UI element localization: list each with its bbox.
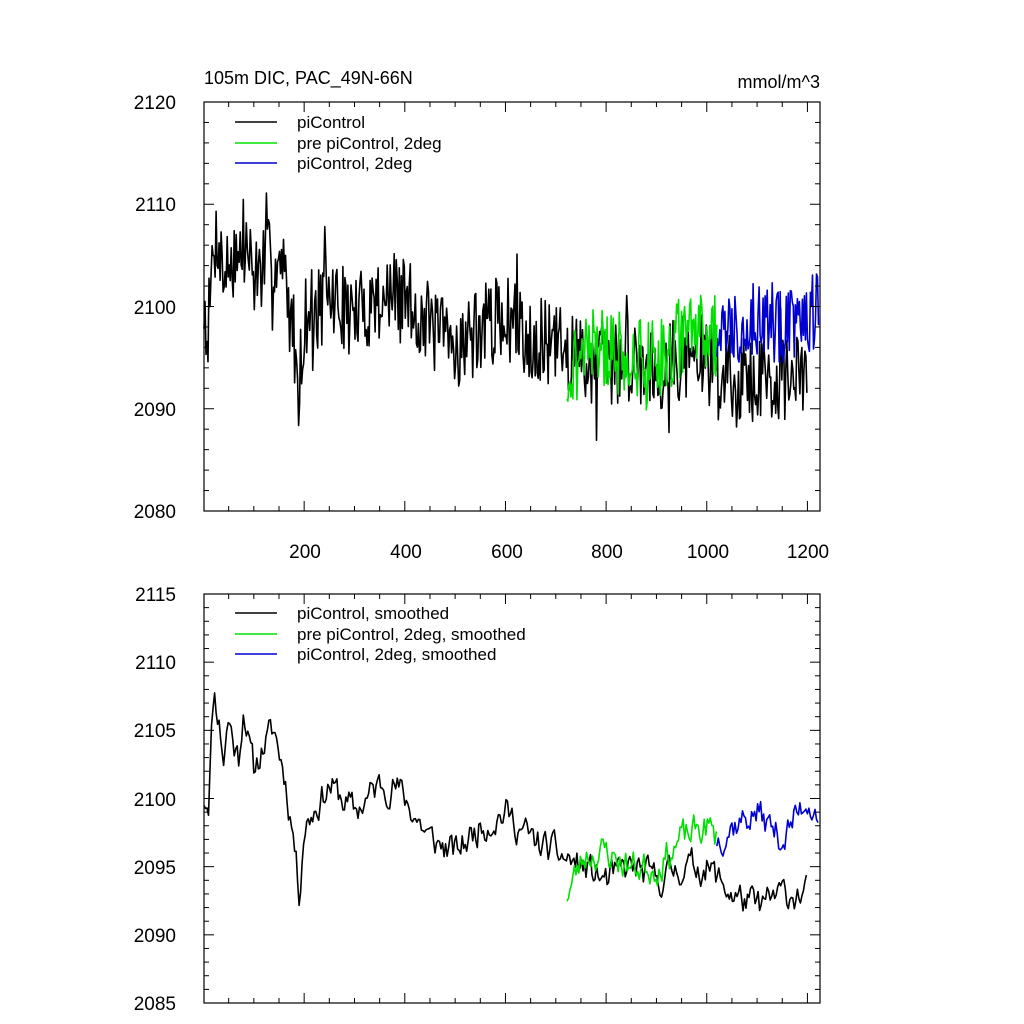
top-chart-title: 105m DIC, PAC_49N-66N — [204, 68, 413, 89]
legend-label: piControl, 2deg, smoothed — [297, 645, 496, 664]
bottom-y-tick-label: 2095 — [134, 858, 176, 879]
series-line-picontrol — [203, 192, 808, 442]
legend-label: piControl, 2deg — [297, 154, 412, 173]
top-series-lines — [203, 192, 820, 442]
series-line-pre-picontrol-2deg-smoothed — [566, 814, 718, 902]
top-x-tick-label: 1000 — [687, 542, 729, 563]
bottom-legend: piControl, smoothed pre piControl, 2deg,… — [235, 604, 526, 664]
bottom-y-tick-label: 2110 — [135, 653, 176, 674]
legend-label: piControl, smoothed — [297, 604, 449, 623]
bottom-y-tick-label: 2090 — [134, 926, 176, 947]
legend-label: pre piControl, 2deg — [297, 134, 442, 153]
series-line-picontrol-2deg-smoothed — [716, 800, 819, 857]
bottom-series-lines — [203, 692, 819, 912]
top-x-tick-label: 800 — [591, 542, 623, 563]
top-y-tick-label: 2080 — [134, 502, 176, 523]
bottom-y-tick-label: 2100 — [134, 790, 176, 811]
top-chart-units: mmol/m^3 — [738, 72, 820, 92]
legend-label: pre piControl, 2deg, smoothed — [297, 625, 526, 644]
bottom-y-tick-label: 2115 — [135, 585, 176, 606]
top-y-tick-label: 2110 — [135, 195, 176, 216]
top-legend: piControl pre piControl, 2deg piControl,… — [235, 113, 442, 173]
top-axis-ticks — [204, 101, 820, 512]
series-line-pre-picontrol-2deg — [566, 294, 718, 411]
bottom-axis-ticks — [204, 593, 820, 1004]
bottom-y-tick-label: 2085 — [134, 994, 176, 1015]
series-line-picontrol-2deg — [716, 273, 820, 364]
top-y-tick-label: 2090 — [134, 400, 176, 421]
bottom-panel: 2085 2090 2095 2100 2105 2110 2115 piCon… — [134, 585, 821, 1015]
top-x-tick-label: 1200 — [787, 542, 829, 563]
top-x-tick-label: 600 — [491, 542, 523, 563]
top-x-tick-label: 200 — [289, 542, 321, 563]
top-y-tick-label: 2120 — [134, 93, 176, 114]
legend-label: piControl — [297, 113, 365, 132]
top-y-tick-label: 2100 — [134, 298, 176, 319]
series-line-picontrol-smoothed — [203, 692, 808, 912]
top-panel: 105m DIC, PAC_49N-66N mmol/m^3 2080 2090… — [134, 68, 829, 563]
bottom-y-tick-label: 2105 — [134, 721, 176, 742]
top-x-tick-label: 400 — [390, 542, 422, 563]
